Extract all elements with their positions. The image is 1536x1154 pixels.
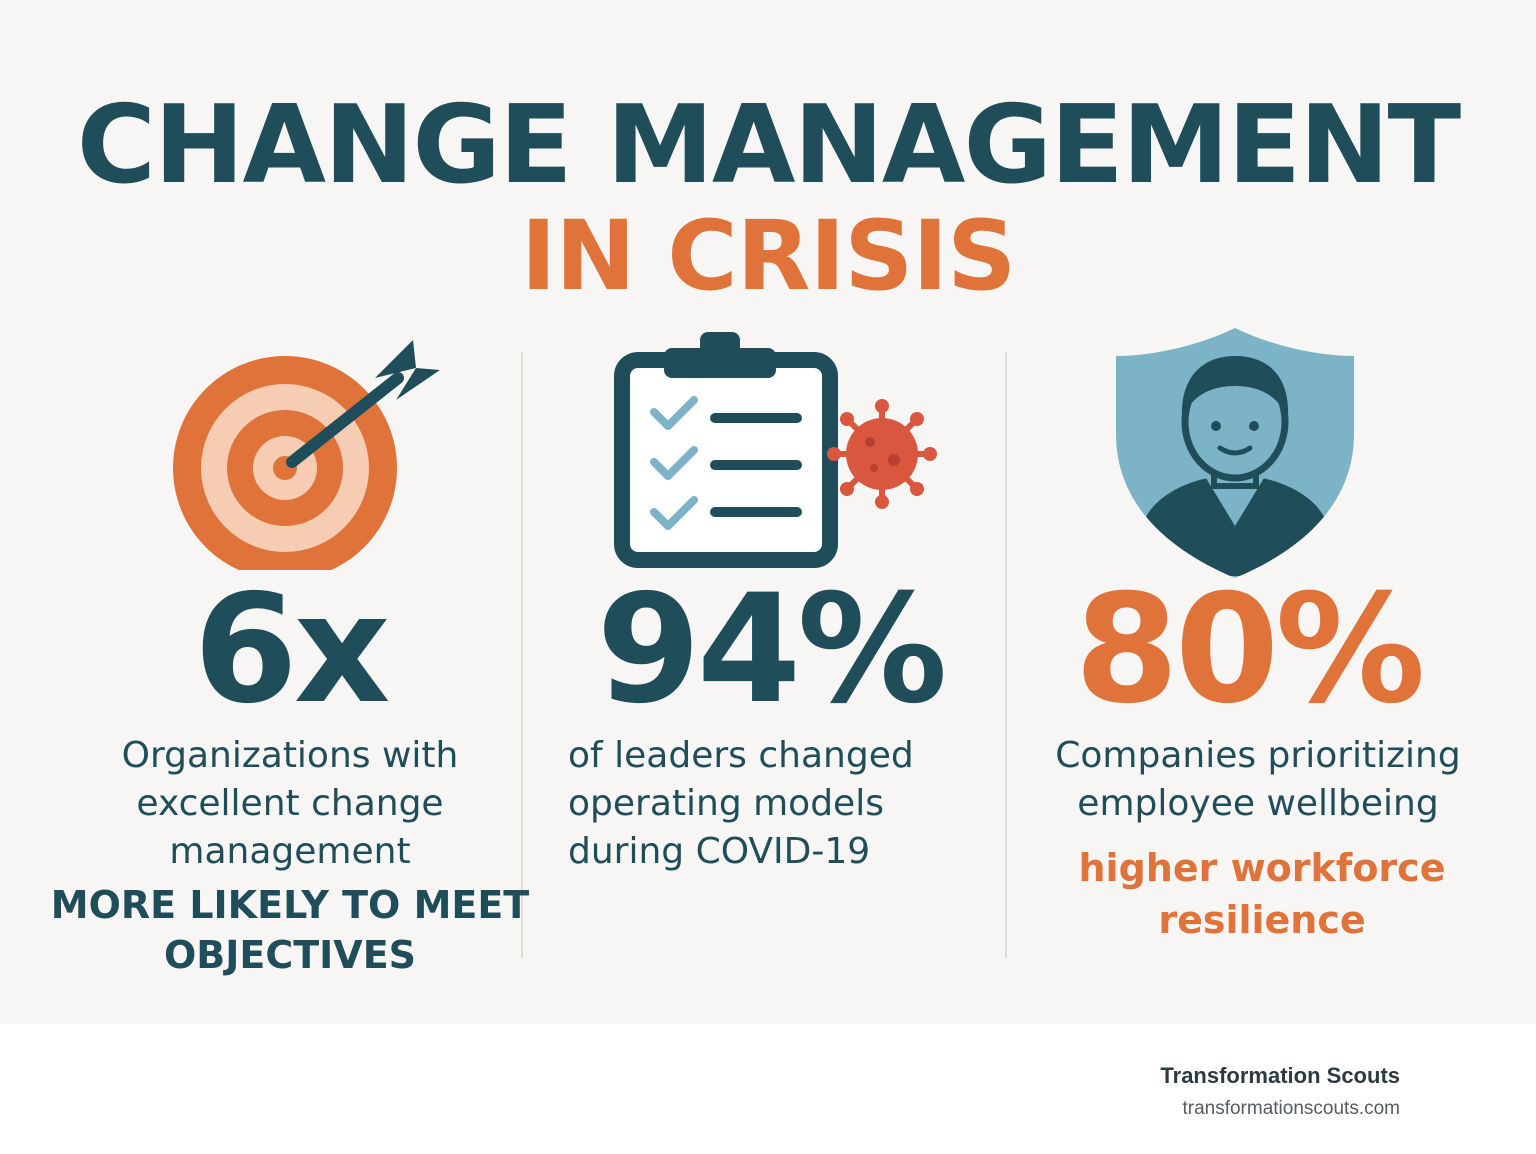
footer-brand-name: Transformation Scouts bbox=[1160, 1063, 1400, 1088]
title-line-2: IN CRISIS bbox=[520, 200, 1017, 312]
stat-highlight-1: MORE LIKELY TO MEET OBJECTIVES bbox=[50, 883, 530, 977]
column-divider-right bbox=[1005, 352, 1007, 958]
target-arrow-icon bbox=[173, 340, 440, 570]
stat-description-1: Organizations with excellent change mana… bbox=[121, 735, 459, 872]
stat-value-80-percent: 80% bbox=[1074, 563, 1425, 737]
footer-brand-url: transformationscouts.com bbox=[1182, 1098, 1400, 1119]
column-divider-left bbox=[521, 352, 523, 958]
title-line-1: CHANGE MANAGEMENT bbox=[76, 83, 1461, 208]
stat-value-6x: 6x bbox=[193, 563, 390, 737]
stat-value-94-percent: 94% bbox=[596, 563, 947, 737]
stat-description-3: Companies prioritizing employee wellbein… bbox=[1055, 735, 1461, 824]
shield-person-icon bbox=[1116, 328, 1354, 578]
stat-description-2: of leaders changed operating models duri… bbox=[568, 735, 914, 872]
stat-highlight-3: higher workforce resilience bbox=[1078, 846, 1446, 942]
clipboard-virus-icon bbox=[614, 332, 937, 568]
